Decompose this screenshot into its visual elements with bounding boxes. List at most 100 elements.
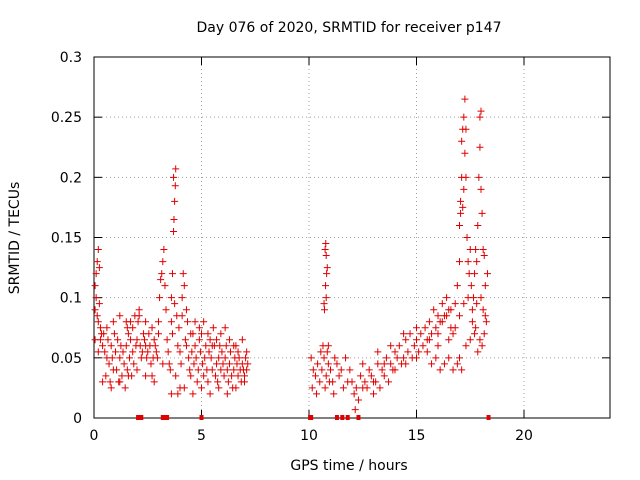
data-point [434,342,442,350]
data-point [387,342,395,350]
data-point [202,342,210,350]
data-point [95,300,103,308]
data-point [460,300,468,308]
data-point [322,252,330,260]
data-point [125,354,133,362]
data-point [113,366,121,374]
data-point [147,360,155,368]
data-point [402,360,410,368]
data-point [195,336,203,344]
data-point [112,348,119,356]
data-point [367,372,375,380]
data-point [221,324,229,332]
data-point [199,360,207,368]
data-point [432,354,440,362]
data-point [370,378,377,386]
data-point [91,282,99,290]
data-point [166,366,174,374]
data-point [235,354,243,362]
data-point [400,354,408,362]
data-point [107,342,115,350]
data-point [99,378,107,386]
y-axis-label: SRMTID / TECUs [7,182,23,295]
data-point [472,246,480,254]
data-point [96,324,104,332]
zero-value-marker [160,415,165,420]
data-point [171,300,179,308]
data-point [440,360,448,368]
data-point [160,246,168,254]
data-point [321,246,329,254]
data-point [104,336,112,344]
data-point [354,396,362,404]
data-point [481,282,489,290]
zero-value-marker [309,415,314,420]
data-point [215,384,223,392]
data-point [471,270,479,278]
y-tick-label: 0 [73,411,82,427]
data-point [480,252,488,260]
data-point [468,306,476,314]
data-point [120,360,128,368]
data-point [365,366,373,374]
zero-value-marker [136,415,141,420]
data-point [434,312,442,320]
data-point [421,324,429,332]
data-point [230,342,238,350]
data-point [174,390,182,398]
data-point [359,360,367,368]
data-point [456,354,463,362]
data-point [453,282,461,290]
data-point [445,354,453,362]
y-tick-label: 0.1 [60,291,82,307]
data-point [201,354,209,362]
data-point [167,318,175,326]
data-point [479,246,487,254]
data-point [152,348,160,356]
data-points [91,95,491,414]
data-point [93,258,101,266]
data-point [380,372,388,380]
data-point [361,378,369,386]
data-point [196,348,204,356]
data-point [337,366,345,374]
data-point [445,336,453,344]
zero-value-marker [199,415,204,420]
data-point [133,336,141,344]
zero-value-marker [356,415,361,420]
data-point [109,318,117,326]
data-point [475,173,483,181]
data-point [198,330,205,338]
data-point [102,372,110,380]
data-point [215,354,223,362]
data-point [94,348,102,356]
data-point [413,354,420,362]
data-point [476,143,484,151]
data-point [468,318,476,326]
chart-title: Day 076 of 2020, SRMTID for receiver p14… [196,20,501,36]
data-point [321,384,329,392]
data-point [415,348,423,356]
data-point [159,258,167,266]
data-point [148,324,156,332]
data-point [220,372,228,380]
y-tick-label: 0.25 [51,110,82,126]
data-point [223,366,231,374]
data-point [157,276,165,284]
data-point [222,342,230,350]
data-point [91,336,99,344]
data-point [153,354,161,362]
data-point [478,342,486,350]
data-point [99,342,107,350]
data-point [165,360,173,368]
data-point [413,336,420,344]
data-point [133,366,141,374]
data-point [159,360,167,368]
data-point [207,354,215,362]
data-point [148,372,156,380]
data-point [144,348,152,356]
data-point [479,306,487,314]
data-point [462,342,470,350]
data-point [216,342,224,350]
data-point [242,354,250,362]
